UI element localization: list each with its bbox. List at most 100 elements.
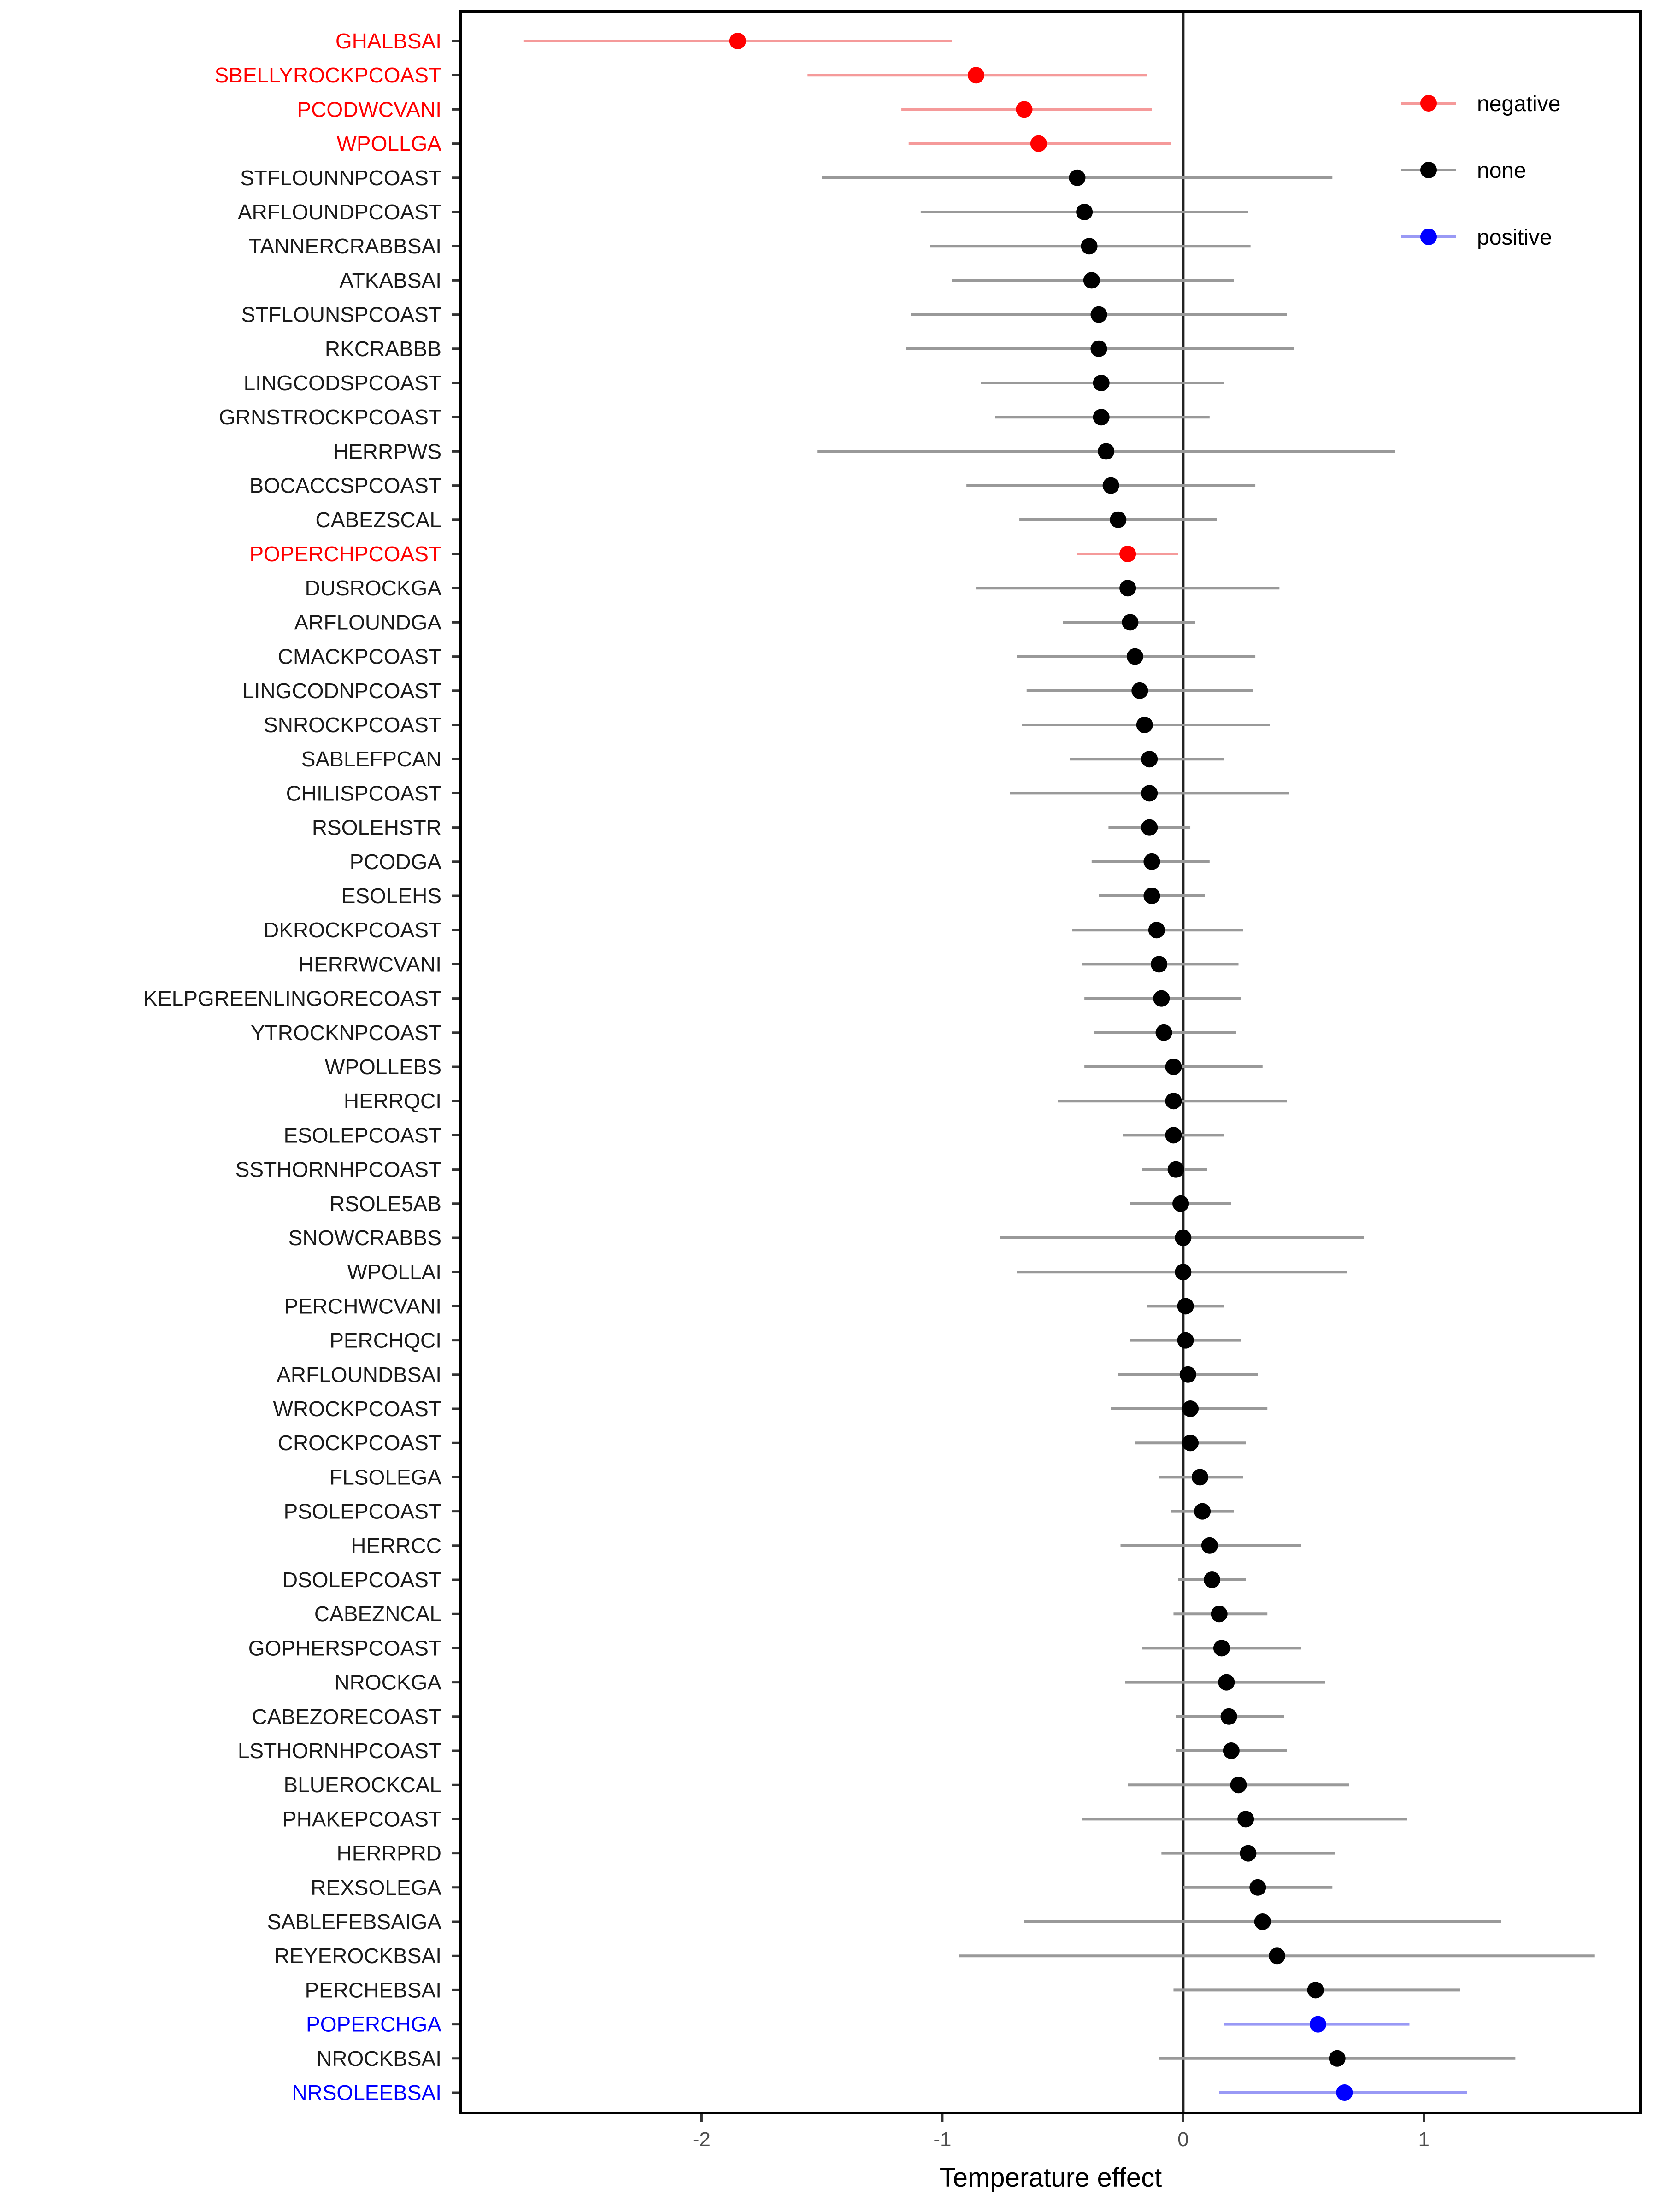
- y-tick-label: WPOLLEBS: [325, 1055, 441, 1079]
- point-nrsoleebsai: [1336, 2084, 1353, 2101]
- y-tick-label: SBELLYROCKPCOAST: [214, 63, 441, 87]
- point-sablefpcan: [1141, 751, 1158, 768]
- x-tick-label: 0: [1177, 2128, 1188, 2151]
- y-tick-label: DSOLEPCOAST: [282, 1568, 441, 1592]
- y-tick-label: REXSOLEGA: [311, 1876, 441, 1900]
- x-axis-title: Temperature effect: [940, 2163, 1162, 2193]
- point-perchwcvani: [1177, 1298, 1194, 1315]
- y-tick-label: YTROCKNPCOAST: [251, 1021, 441, 1045]
- y-tick-label: ATKABSAI: [339, 268, 441, 292]
- point-rkcrabbb: [1090, 340, 1107, 357]
- y-tick-label: POPERCHPCOAST: [249, 542, 441, 566]
- y-tick-label: RKCRABBB: [325, 337, 441, 361]
- point-sablefebsaiga: [1254, 1913, 1271, 1930]
- y-tick-label: HERRQCI: [344, 1089, 441, 1113]
- point-cmackpcoast: [1126, 648, 1143, 665]
- y-tick-label: DUSROCKGA: [305, 576, 442, 600]
- y-tick-label: GHALBSAI: [335, 29, 441, 53]
- y-tick-label: WPOLLGA: [336, 132, 441, 156]
- point-poperchga: [1309, 2016, 1326, 2033]
- point-chilispcoast: [1141, 785, 1158, 802]
- y-tick-label: PHAKEPCOAST: [282, 1807, 441, 1831]
- y-tick-label: PERCHQCI: [329, 1329, 441, 1353]
- point-pcodga: [1143, 853, 1160, 870]
- y-tick-label: SNOWCRABBS: [288, 1226, 441, 1250]
- point-snrockpcoast: [1136, 717, 1153, 733]
- point-cabezscal: [1110, 511, 1127, 528]
- point-wpollga: [1030, 135, 1047, 152]
- point-perchebsai: [1307, 1982, 1324, 1999]
- y-tick-label: LSTHORNHPCOAST: [238, 1739, 441, 1763]
- y-tick-label: CABEZORECOAST: [252, 1705, 441, 1729]
- point-wrockpcoast: [1182, 1400, 1199, 1417]
- y-tick-label: LINGCODSPCOAST: [244, 371, 441, 395]
- y-tick-label: POPERCHGA: [306, 2012, 441, 2036]
- point-esolehs: [1143, 888, 1160, 904]
- point-lsthornhpcoast: [1223, 1742, 1240, 1759]
- y-tick-label-layer: GHALBSAI SBELLYROCKPCOAST PCODWCVANI WPOLLG…: [143, 29, 441, 2105]
- y-tick-label: STFLOUNNPCOAST: [240, 166, 441, 190]
- y-tick-label: WROCKPCOAST: [273, 1397, 441, 1421]
- point-wpollai: [1175, 1264, 1192, 1281]
- y-tick-label: PSOLEPCOAST: [283, 1500, 441, 1524]
- point-herrcc: [1201, 1537, 1218, 1554]
- y-tick-label: SNROCKPCOAST: [264, 713, 441, 737]
- y-tick-label: CHILISPCOAST: [286, 781, 441, 805]
- point-arfloundga: [1122, 614, 1139, 631]
- legend-key-dot: [1420, 95, 1437, 112]
- point-esolepcoast: [1165, 1127, 1182, 1144]
- point-rexsolega: [1249, 1879, 1266, 1896]
- y-tick-label: PCODGA: [350, 850, 442, 874]
- point-crockpcoast: [1182, 1435, 1199, 1452]
- y-tick-layer: [452, 40, 461, 2094]
- point-rsole5ab: [1172, 1195, 1189, 1212]
- y-tick-label: ESOLEPCOAST: [283, 1123, 441, 1147]
- y-tick-label: ARFLOUNDPCOAST: [238, 200, 441, 224]
- point-bocaccspcoast: [1102, 477, 1119, 494]
- y-tick-label: ESOLEHS: [341, 884, 441, 908]
- point-arfloundbsai: [1179, 1366, 1196, 1383]
- point-herrwcvani: [1151, 956, 1168, 973]
- y-tick-label: CABEZSCAL: [315, 508, 441, 532]
- x-tick-label: -1: [933, 2128, 951, 2151]
- legend-key-dot: [1420, 162, 1437, 178]
- point-herrpws: [1098, 443, 1115, 460]
- point-cabezorecoast: [1220, 1708, 1237, 1725]
- y-tick-label: PCODWCVANI: [297, 97, 442, 121]
- point-ghalbsai: [729, 33, 746, 49]
- point-poperchpcoast: [1119, 546, 1136, 562]
- point-flsolega: [1191, 1469, 1208, 1486]
- y-tick-label: PERCHWCVANI: [284, 1294, 441, 1318]
- point-nrockbsai: [1329, 2050, 1346, 2067]
- point-layer: [729, 33, 1353, 2101]
- y-tick-label: HERRPWS: [333, 439, 441, 463]
- y-tick-label: STFLOUNSPCOAST: [241, 303, 441, 327]
- y-tick-label: CROCKPCOAST: [278, 1431, 441, 1455]
- y-tick-label: PERCHEBSAI: [305, 1978, 441, 2002]
- point-pcodwcvani: [1016, 101, 1033, 118]
- y-tick-label: LINGCODNPCOAST: [242, 679, 441, 703]
- point-atkabsai: [1083, 272, 1100, 289]
- point-lingcodnpcoast: [1131, 682, 1148, 699]
- point-wpollebs: [1165, 1059, 1182, 1075]
- y-tick-label: ARFLOUNDBSAI: [276, 1363, 441, 1387]
- point-cabezncal: [1211, 1606, 1228, 1623]
- y-tick-label: SABLEFEBSAIGA: [267, 1910, 442, 1934]
- y-tick-label: GRNSTROCKPCOAST: [219, 405, 441, 429]
- y-tick-label: RSOLEHSTR: [312, 816, 441, 840]
- legend-label: none: [1477, 159, 1526, 183]
- y-tick-label: CMACKPCOAST: [278, 645, 441, 669]
- x-tick-label: -2: [693, 2128, 711, 2151]
- point-gopherspcoast: [1213, 1640, 1230, 1657]
- y-tick-label: GOPHERSPCOAST: [248, 1636, 441, 1660]
- y-tick-label: NROCKGA: [334, 1671, 441, 1694]
- point-dusrockga: [1119, 580, 1136, 597]
- legend-key-dot: [1420, 229, 1437, 245]
- y-tick-label: KELPGREENLINGORECOAST: [143, 987, 441, 1011]
- point-dkrockpcoast: [1148, 922, 1165, 939]
- point-bluerockcal: [1230, 1777, 1247, 1794]
- point-psolepcoast: [1194, 1503, 1211, 1520]
- point-phakepcoast: [1237, 1811, 1254, 1828]
- y-tick-label: NRSOLEEBSAI: [292, 2081, 441, 2105]
